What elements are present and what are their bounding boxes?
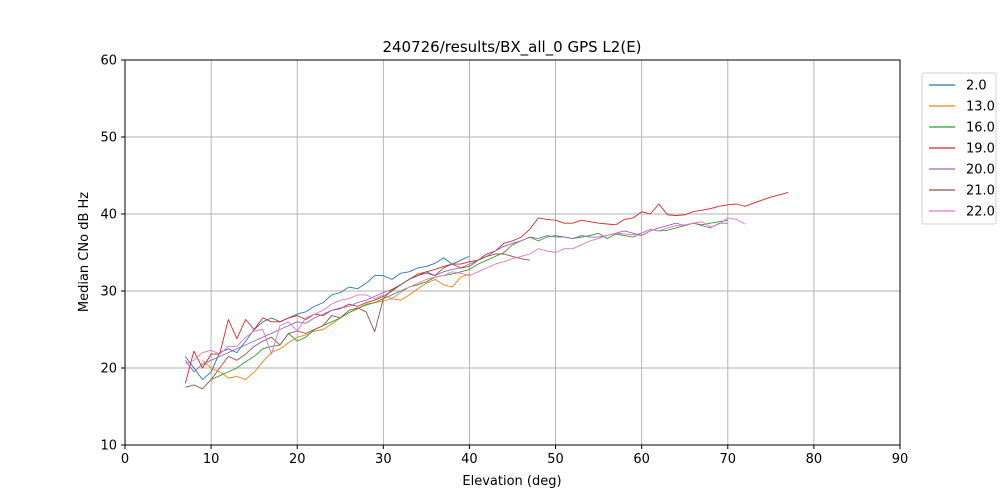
legend-label: 20.0 xyxy=(966,163,995,178)
y-tick-label: 40 xyxy=(100,208,117,223)
chart-title: 240726/results/BX_all_0 GPS L2(E) xyxy=(382,38,641,57)
x-tick-label: 30 xyxy=(375,452,392,467)
y-tick-label: 60 xyxy=(100,54,117,69)
y-tick-label: 30 xyxy=(100,285,117,300)
x-tick-label: 20 xyxy=(289,452,306,467)
y-tick-label: 50 xyxy=(100,131,117,146)
plot-frame xyxy=(124,59,901,446)
legend-label: 22.0 xyxy=(966,205,995,220)
legend-label: 19.0 xyxy=(966,142,995,157)
legend: 2.0 13.0 16.0 19.0 20.0 21.0 22.0 xyxy=(921,72,997,225)
series-lines xyxy=(184,191,789,390)
series-line-19-0 xyxy=(184,191,789,384)
x-tick-label: 90 xyxy=(892,452,909,467)
legend-label: 2.0 xyxy=(966,79,987,94)
legend-label: 13.0 xyxy=(966,100,995,115)
y-axis-ticks: 10 20 30 40 50 60 xyxy=(100,54,125,454)
series-line-21-0 xyxy=(185,253,530,390)
x-tick-label: 70 xyxy=(720,452,737,467)
legend-frame xyxy=(921,72,997,225)
y-tick-label: 10 xyxy=(100,439,117,454)
x-tick-label: 10 xyxy=(203,452,220,467)
legend-label: 21.0 xyxy=(966,184,995,199)
y-axis-title: Median CNo dB Hz xyxy=(77,192,92,312)
x-tick-label: 0 xyxy=(121,452,129,467)
x-tick-label: 80 xyxy=(806,452,823,467)
series-line-2-0 xyxy=(184,255,470,381)
legend-label: 16.0 xyxy=(966,121,995,136)
series-line-22-0 xyxy=(185,217,746,365)
series-line-20-0 xyxy=(184,222,728,373)
x-tick-label: 60 xyxy=(633,452,650,467)
x-axis-ticks: 0 10 20 30 40 50 60 70 80 90 xyxy=(121,445,908,467)
series-line-13-0 xyxy=(202,273,470,381)
grid-lines xyxy=(124,59,901,446)
x-axis-title: Elevation (deg) xyxy=(462,474,561,489)
x-tick-label: 50 xyxy=(547,452,564,467)
x-tick-label: 40 xyxy=(461,452,478,467)
y-tick-label: 20 xyxy=(100,362,117,377)
